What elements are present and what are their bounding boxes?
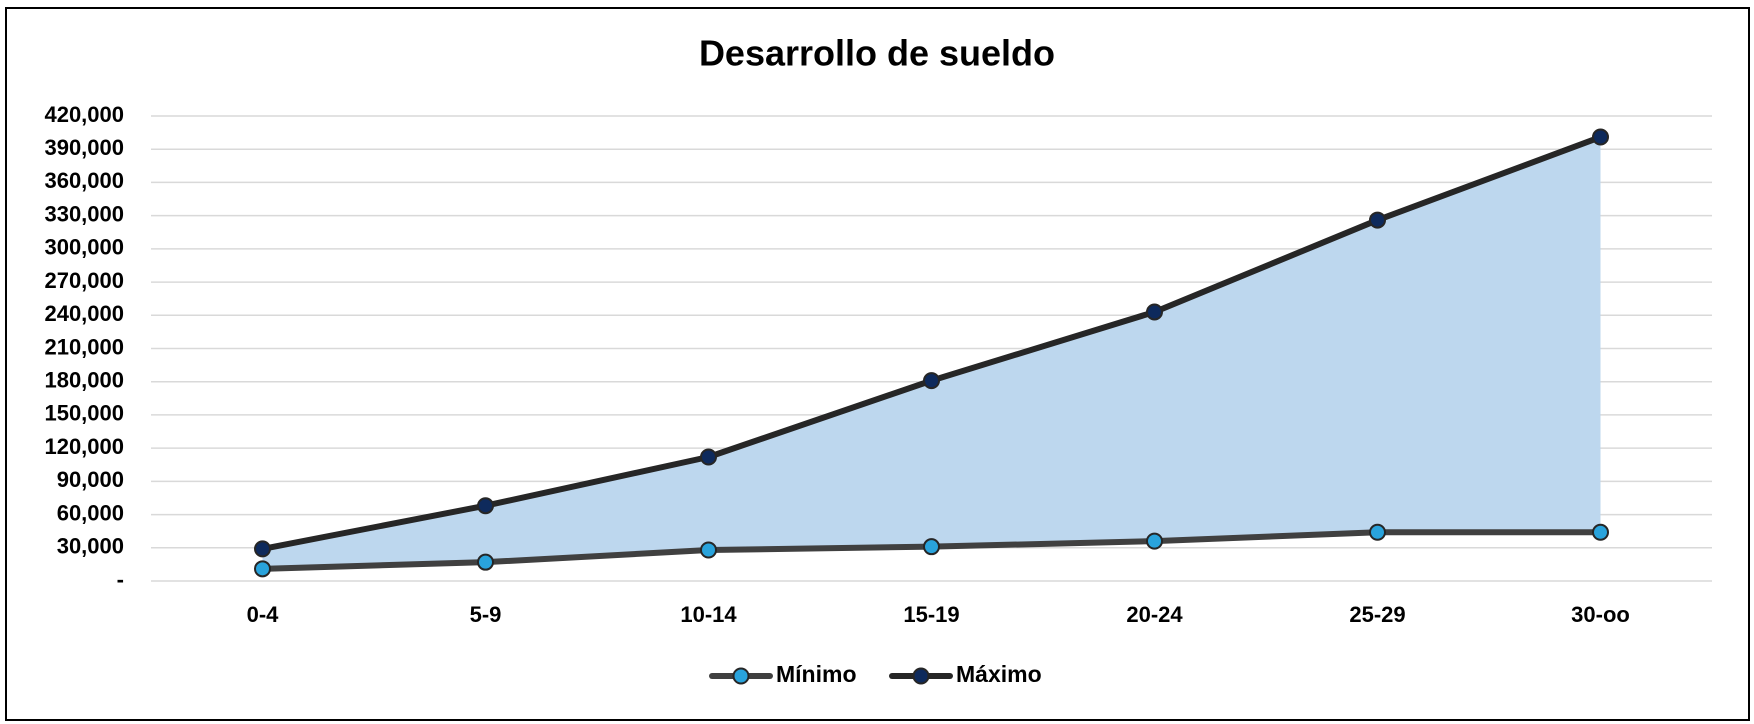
y-tick-label: - (117, 567, 124, 592)
x-tick-label: 10-14 (680, 602, 737, 627)
x-tick-label: 25-29 (1349, 602, 1405, 627)
y-tick-label: 90,000 (57, 467, 124, 492)
x-tick-label: 20-24 (1126, 602, 1183, 627)
data-point (923, 538, 940, 556)
y-tick-label: 240,000 (44, 301, 124, 326)
y-tick-label: 30,000 (57, 534, 124, 559)
y-tick-label: 270,000 (44, 268, 124, 293)
data-point (254, 560, 271, 578)
y-tick-label: 360,000 (44, 168, 124, 193)
y-tick-label: 330,000 (44, 201, 124, 226)
data-point (1146, 532, 1163, 550)
legend-label: Mínimo (776, 661, 857, 687)
y-tick-label: 60,000 (57, 500, 124, 525)
y-tick-label: 420,000 (44, 102, 124, 127)
data-point (700, 541, 717, 559)
legend-label: Máximo (956, 661, 1042, 687)
data-point (1592, 523, 1609, 541)
data-point (1369, 523, 1386, 541)
data-point (254, 540, 271, 558)
data-point (700, 448, 717, 466)
data-point (477, 497, 494, 515)
y-tick-label: 300,000 (44, 235, 124, 260)
x-tick-label: 15-19 (903, 602, 959, 627)
y-tick-label: 390,000 (44, 135, 124, 160)
range-area (262, 137, 1601, 569)
x-tick-label: 0-4 (247, 602, 280, 627)
legend-marker (912, 667, 930, 685)
chart-title: Desarrollo de sueldo (699, 33, 1055, 74)
data-point (1592, 128, 1609, 146)
y-tick-label: 150,000 (44, 401, 124, 426)
data-point (1369, 211, 1386, 229)
data-point (923, 372, 940, 390)
y-tick-label: 210,000 (44, 334, 124, 359)
legend-marker (732, 667, 750, 685)
data-point (477, 553, 494, 571)
x-tick-label: 30-oo (1571, 602, 1630, 627)
y-tick-label: 120,000 (44, 434, 124, 459)
x-tick-label: 5-9 (470, 602, 502, 627)
y-tick-label: 180,000 (44, 368, 124, 393)
data-point (1146, 303, 1163, 321)
